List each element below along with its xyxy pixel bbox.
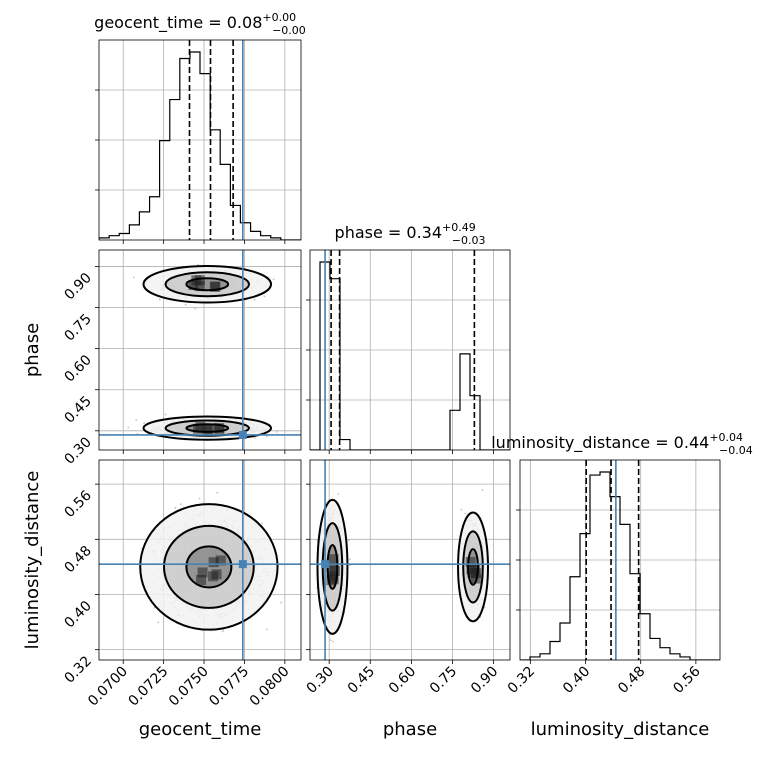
sample-point	[221, 630, 224, 633]
sample-point	[164, 413, 167, 416]
x-tick-label: 0.30	[304, 664, 337, 697]
y-tick-label: 0.75	[61, 311, 94, 344]
contour-line	[142, 415, 273, 441]
sample-point	[329, 639, 332, 642]
x-tick-label: 0.45	[345, 664, 378, 697]
title-upper-error: +0.00	[262, 11, 296, 24]
density-bin	[191, 275, 202, 286]
truth-marker	[238, 430, 247, 439]
x-tick-label: 0.75	[427, 664, 460, 697]
x-tick-label: 0.0800	[247, 664, 293, 710]
density-bin	[208, 557, 219, 568]
sample-point	[337, 493, 340, 495]
sample-point	[272, 278, 275, 281]
sample-point	[261, 522, 264, 525]
panel-luminosity-distance-vs-phase: 0.30 0.45 0.60 0.75 0.90	[304, 459, 511, 697]
contour-line	[163, 524, 255, 609]
panel-title: phase = 0.34+0.49 −0.03	[335, 221, 486, 247]
sample-point	[265, 628, 268, 631]
x-tick-label: 0.0725	[126, 664, 172, 710]
sample-point	[216, 491, 219, 494]
y-tick-label: 0.60	[61, 352, 94, 385]
panel-frame	[98, 249, 302, 451]
y-tick-label: 0.56	[61, 488, 94, 521]
sample-point	[197, 263, 199, 266]
density-bin	[195, 421, 206, 432]
x-tick-label: 0.90	[468, 664, 501, 697]
sample-point	[135, 419, 138, 421]
histogram-step	[310, 261, 510, 450]
sample-point	[263, 295, 266, 298]
density-bin	[208, 571, 219, 582]
sample-point	[280, 601, 282, 604]
sample-point	[275, 431, 278, 433]
x-tick-label: 0.60	[386, 664, 419, 697]
panel-frame	[309, 249, 511, 451]
sample-point	[265, 435, 268, 438]
sample-point	[194, 307, 197, 310]
panel-title: geocent_time = 0.08+0.00 −0.00	[94, 11, 306, 37]
sample-point	[143, 422, 145, 425]
sample-point	[179, 503, 182, 506]
sample-point	[127, 426, 130, 429]
x-tick-label: 0.0750	[166, 664, 212, 710]
sample-point	[198, 497, 201, 500]
density-bin	[215, 555, 226, 566]
title-lower-error: −0.00	[272, 24, 306, 37]
y-tick-label: 0.30	[61, 434, 94, 467]
sample-point	[133, 276, 136, 279]
y-tick-label: 0.40	[61, 598, 94, 631]
panel-frame	[98, 459, 302, 661]
title-value: geocent_time = 0.08	[94, 13, 262, 33]
sample-point	[349, 558, 351, 561]
histogram-step	[99, 51, 301, 240]
density-bin	[197, 567, 208, 578]
panel-frame	[98, 39, 302, 241]
sample-point	[184, 303, 187, 306]
sample-point	[158, 298, 161, 301]
sample-point	[253, 436, 256, 439]
contour-line	[185, 423, 230, 433]
contour-line	[142, 264, 273, 304]
density-bin	[203, 425, 214, 436]
contour-line	[139, 503, 279, 631]
contour-line	[185, 545, 233, 589]
y-tick-label: 0.32	[61, 653, 94, 686]
y-tick-label: 0.48	[61, 543, 94, 576]
contour-line	[164, 271, 250, 298]
sample-point	[174, 506, 177, 509]
density-bin	[214, 425, 225, 436]
panel-phase-vs-geocent-time: 0.30 0.45 0.60 0.75 0.90	[61, 249, 302, 468]
sample-point	[157, 621, 160, 624]
title-value: phase = 0.34	[335, 223, 442, 242]
title-upper-error: +0.49	[442, 221, 476, 234]
x-tick-label: 0.0775	[206, 664, 252, 710]
y-tick-label: 0.90	[61, 270, 94, 303]
sample-point	[331, 640, 334, 643]
sample-point	[153, 606, 156, 609]
sample-point	[305, 585, 307, 587]
panel-hist-geocent-time: geocent_time = 0.08+0.00 −0.00	[94, 11, 306, 244]
sample-point	[253, 298, 256, 301]
density-bin	[194, 281, 205, 292]
title-lower-error: −0.03	[452, 234, 486, 247]
panel-hist-phase: phase = 0.34+0.49 −0.03	[306, 221, 511, 454]
contour-line	[185, 277, 230, 292]
y-tick-label: 0.45	[61, 393, 94, 426]
density-bin	[209, 281, 220, 292]
x-tick-label: 0.0700	[85, 664, 131, 710]
truth-marker	[238, 560, 247, 569]
density-bin	[196, 574, 207, 585]
